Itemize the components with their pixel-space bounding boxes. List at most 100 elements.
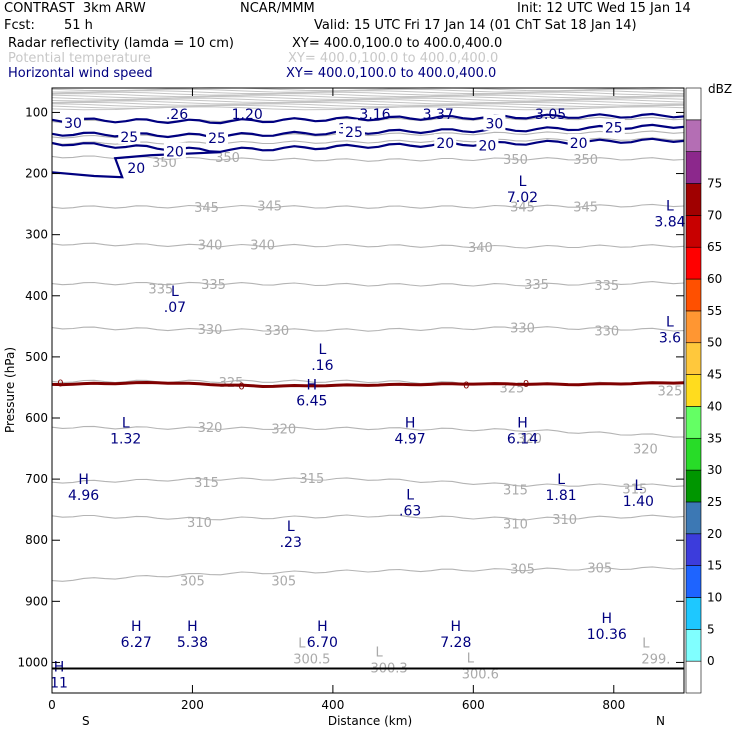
wind-contour-label: 30 — [485, 116, 503, 132]
colorbar-tick-label: 20 — [707, 527, 722, 541]
x-tick-label: 600 — [462, 698, 485, 712]
colorbar-segment — [685, 533, 702, 566]
extremum-value: 6.45 — [296, 393, 327, 409]
theta-contour-label: 350 — [215, 151, 240, 166]
theta-contour-label: 330 — [198, 323, 223, 338]
wind-label-background — [342, 123, 365, 139]
colorbar-tick-label: 55 — [707, 304, 722, 318]
wind-contour-label: 20 — [570, 136, 588, 152]
colorbar-segment — [685, 87, 702, 121]
wind-contour-label: 30 — [64, 116, 82, 132]
legend-wind-xy: XY= 400.0,100.0 to 400.0,400.0 — [286, 66, 497, 81]
colorbar-segment — [685, 565, 702, 598]
theta-stratosphere-contour — [51, 93, 685, 98]
colorbar-segment — [685, 597, 702, 630]
colorbar-unit: dBZ — [708, 82, 732, 96]
colorbar-segment — [685, 437, 702, 471]
x-tick-label: 0 — [48, 698, 56, 712]
extremum-value: 7.02 — [507, 190, 538, 206]
theta-contour-label: 345 — [573, 201, 598, 216]
colorbar-segment — [685, 660, 702, 694]
extremum-marker: H — [517, 415, 528, 431]
wind-maximum-label: 1.20 — [232, 107, 263, 123]
theta-contour-label: 325 — [219, 376, 244, 391]
wind-maximum-label: 3.05 — [535, 107, 566, 123]
extremum-value: 7.28 — [440, 635, 471, 651]
extremum-marker: H — [131, 619, 142, 635]
theta-contour-315 — [51, 477, 685, 487]
extremum-value: 3.84 — [654, 214, 685, 230]
colorbar-tick-label: 5 — [707, 622, 715, 636]
theta-stratosphere-contour — [51, 98, 685, 104]
extremum-marker: H — [187, 619, 198, 635]
extremum-marker: L — [406, 487, 414, 503]
colorbar-segment — [685, 183, 702, 216]
freezing-level-contour — [51, 380, 685, 389]
wind-maximum-label: 3.37 — [423, 107, 454, 123]
x-tick-label: 200 — [181, 698, 204, 712]
x-tick-label: 800 — [602, 698, 625, 712]
extremum-value: 5.38 — [177, 635, 208, 651]
wind-label-background — [206, 129, 229, 146]
extremum-marker: L — [318, 342, 326, 358]
freezing-level-label: 0 — [238, 382, 244, 393]
wind-contour-label: 20 — [436, 136, 454, 152]
y-tick-label: 100 — [25, 105, 48, 119]
colorbar-tick-label: 50 — [707, 336, 722, 350]
extremum-marker: H — [451, 619, 462, 635]
center-name: NCAR/MMM — [240, 1, 315, 16]
theta-contour-label: 335 — [594, 279, 619, 294]
colorbar-tick-label: 45 — [707, 368, 722, 382]
theta-contour-label: 345 — [194, 201, 219, 216]
theta-contour-345 — [51, 203, 685, 209]
extremum-value: 11 — [50, 676, 68, 692]
x-axis-label: Distance (km) — [328, 714, 412, 728]
extremum-marker: L — [634, 478, 642, 494]
colorbar-segment — [685, 310, 702, 344]
legend-reflectivity-xy: XY= 400.0,100.0 to 400.0,400.0 — [292, 36, 503, 51]
colorbar-segment — [685, 629, 702, 662]
legend-theta-xy: XY= 400.0,100.0 to 400.0,400.0 — [288, 51, 499, 66]
extremum-value: 1.81 — [546, 488, 577, 504]
theta-extremum-marker: L — [375, 645, 383, 660]
colorbar-tick-label: 75 — [707, 177, 722, 191]
theta-contour-label: 350 — [503, 153, 528, 168]
theta-stratosphere-contour — [51, 94, 685, 99]
y-tick-label: 500 — [25, 350, 48, 364]
theta-stratosphere-contour — [51, 106, 685, 111]
theta-extremum-marker: L — [298, 636, 306, 651]
extremum-value: .16 — [311, 358, 333, 374]
extremum-marker: H — [317, 619, 328, 635]
wind-contour-25 — [51, 123, 685, 139]
wind-label-background — [483, 114, 506, 131]
wind-contour-label: 20 — [478, 138, 496, 154]
theta-contour-label: 320 — [633, 443, 658, 458]
theta-extremum-value: 299. — [641, 652, 670, 667]
wind-contour-label: 25 — [345, 125, 363, 141]
theta-contour-label: 315 — [622, 482, 647, 497]
x-tick-label: 400 — [321, 698, 344, 712]
legend-theta-name: Potential temperature — [8, 51, 151, 66]
colorbar-tick-label: 30 — [707, 463, 722, 477]
theta-stratosphere-contour — [51, 100, 685, 105]
y-tick-label: 1000 — [17, 655, 48, 669]
wind-label-background — [476, 136, 499, 153]
theta-extremum-value: 300.5 — [293, 652, 330, 667]
wind-contour-label: 20 — [127, 161, 145, 177]
theta-contour-label: 335 — [148, 282, 173, 297]
x-axis-north-label: N — [656, 714, 665, 728]
extremum-value: 4.97 — [395, 431, 426, 447]
plot-area-background — [52, 88, 684, 693]
extremum-value: .63 — [399, 503, 421, 519]
extremum-marker: L — [557, 472, 565, 488]
wind-label-background — [602, 118, 625, 135]
theta-contour-label: 305 — [510, 562, 535, 577]
theta-contour-label: 345 — [257, 199, 282, 214]
legend-wind-name: Horizontal wind speed — [8, 66, 153, 81]
y-tick-label: 200 — [25, 167, 48, 181]
colorbar-segment — [685, 342, 702, 375]
colorbar-segment — [685, 246, 702, 280]
extremum-value: 10.36 — [587, 627, 627, 643]
wind-maximum-label: .26 — [166, 107, 188, 123]
colorbar-segment — [685, 406, 702, 439]
